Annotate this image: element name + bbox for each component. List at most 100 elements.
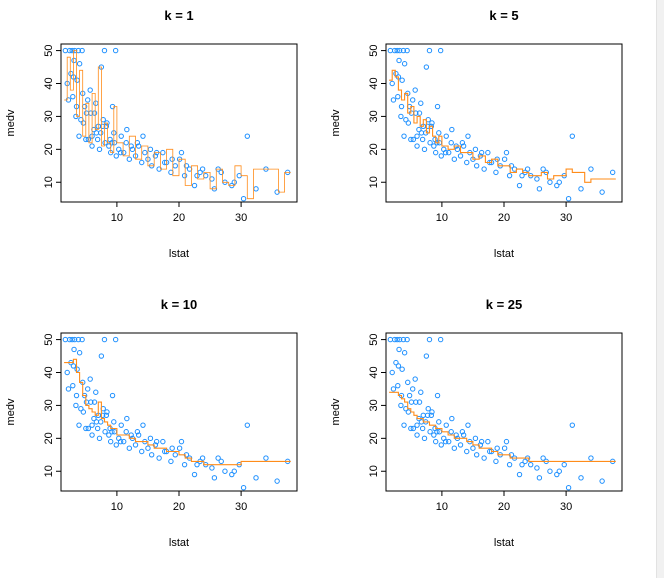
data-point [493,458,499,465]
y-tick-label: 40 [368,77,380,89]
data-point [395,382,401,389]
data-point [70,93,76,100]
y-axis-label: medv [5,398,17,425]
data-point [199,166,206,172]
data-point [399,366,405,372]
data-point [405,379,411,386]
points-layer [62,336,291,491]
data-point [240,196,247,202]
panel-title: k = 10 [161,297,198,312]
data-point [79,47,85,54]
data-point [410,425,417,432]
data-point [516,182,523,189]
data-point [390,97,397,103]
points-layer [387,47,616,202]
data-point [416,399,423,405]
knn-fit-line [64,358,291,466]
data-point [449,126,455,133]
data-point [405,409,412,415]
data-point [176,445,183,451]
data-point [83,399,90,405]
data-point [140,422,146,428]
y-tick-label: 20 [43,143,55,155]
panel-1: k = 1 10 20 30 10 20 30 40 50 lstat medv [5,8,298,260]
x-tick-label: 10 [436,501,448,513]
data-point [73,392,80,399]
data-point [123,140,129,146]
data-point [126,445,133,451]
data-point [393,359,399,366]
y-tick-label: 50 [368,44,380,56]
data-point [160,438,166,445]
data-point [91,415,97,422]
data-point [76,350,83,356]
data-point [426,47,433,54]
data-point [449,415,455,422]
data-point [76,61,83,67]
data-point [416,126,422,133]
data-point [534,465,540,471]
data-point [420,412,426,418]
data-point [118,133,124,139]
data-point [194,461,200,468]
data-point [191,182,198,189]
data-point [414,432,420,438]
y-tick-label: 40 [43,366,55,378]
data-point [169,445,175,451]
y-tick-label: 20 [43,432,55,444]
data-point [536,186,543,192]
data-point [64,369,70,376]
data-point [406,392,413,399]
data-point [438,153,444,159]
data-point [398,113,404,120]
data-point [69,336,75,343]
data-point [401,61,408,67]
data-point [215,455,221,461]
y-tick-label: 20 [368,143,380,155]
data-point [419,425,426,432]
data-point [423,64,430,70]
y-tick-label: 10 [43,465,55,477]
data-point [147,435,154,442]
x-tick-label: 30 [235,212,247,224]
data-point [263,455,269,461]
data-point [408,399,415,405]
data-point [66,336,73,343]
data-point [396,57,402,64]
data-point [66,47,73,54]
x-tick-label: 20 [173,212,185,224]
data-point [457,442,464,448]
data-point [432,149,439,156]
data-point [96,435,103,442]
data-point [124,126,130,133]
data-point [485,149,491,156]
data-point [85,386,91,392]
data-point [153,438,160,445]
data-point [578,475,584,481]
data-point [71,336,78,343]
data-point [451,445,458,451]
data-point [437,47,444,54]
data-point [83,110,90,116]
data-point [454,146,461,153]
data-point [194,172,200,179]
data-point [88,399,94,405]
x-tick-label: 20 [173,501,185,513]
plot-frame [385,43,623,203]
data-point [554,471,560,478]
data-point [76,422,82,428]
data-point [473,163,480,169]
data-point [274,478,280,484]
data-point [410,97,416,103]
data-point [446,438,452,445]
data-point [421,435,428,442]
data-point [75,336,82,343]
data-point [73,402,79,409]
plot-frame [60,43,298,203]
data-point [428,412,435,418]
y-tick-label: 20 [368,432,380,444]
y-axis-label: medv [330,398,342,425]
data-point [387,47,394,54]
data-point [394,336,400,343]
data-point [481,166,487,172]
